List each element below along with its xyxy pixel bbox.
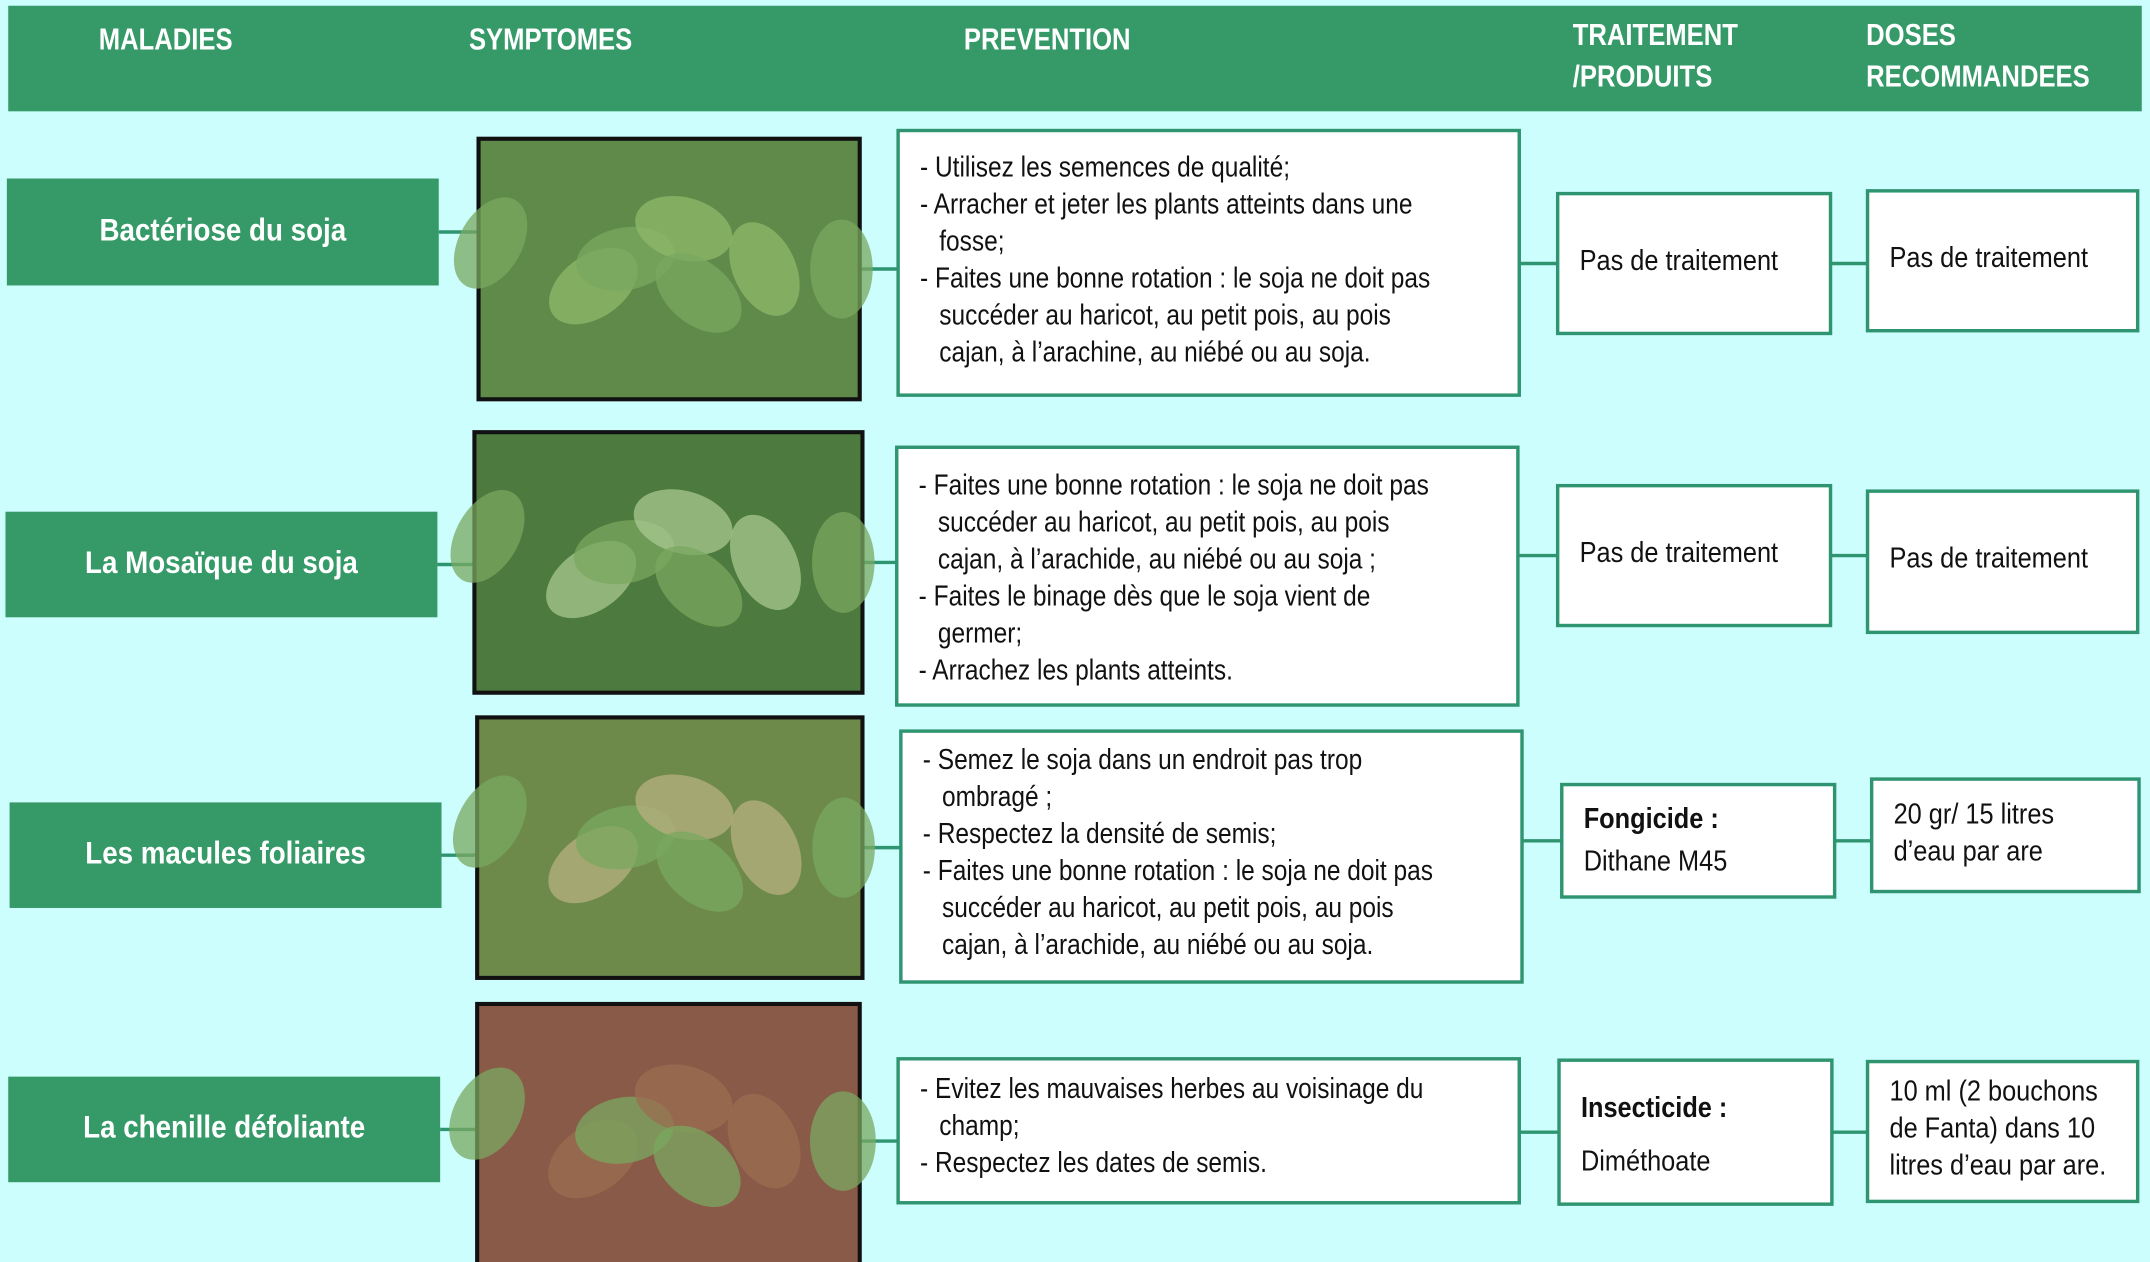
leaf [729, 514, 801, 611]
treatment-text: Insecticide : [1581, 1091, 1727, 1124]
leaf [656, 831, 744, 912]
disease-box [5, 511, 438, 618]
prevention-line: - Semez le soja dans un endroit pas trop [923, 743, 1362, 775]
disease-label: Bactériose du soja [99, 213, 346, 248]
treatment-box [1557, 1058, 1834, 1206]
leaf [634, 1064, 733, 1133]
leaf [635, 774, 734, 841]
dose-box [1869, 777, 2141, 894]
leaf [809, 1091, 876, 1191]
header-label: RECOMMANDEES [1866, 59, 2090, 92]
treatment-text: Dithane M45 [1584, 844, 1728, 877]
prevention-line: ombragé ; [942, 780, 1052, 812]
prevention-line: germer; [938, 617, 1022, 649]
leaf [453, 197, 528, 289]
disease-label: La chenille défoliante [83, 1110, 365, 1145]
leaf [812, 797, 875, 898]
prevention-line: - Faites une bonne rotation : le soja ne… [923, 854, 1433, 886]
leaf [810, 219, 873, 319]
disease-label: La Mosaïque du soja [85, 545, 358, 580]
leaf [727, 1093, 801, 1189]
dose-text: Pas de traitement [1889, 240, 2088, 273]
treatment-text: Diméthoate [1581, 1144, 1711, 1177]
header-bar [8, 5, 2142, 112]
disease-box [8, 1076, 441, 1183]
dose-text: Pas de traitement [1889, 541, 2088, 574]
prevention-line: - Faites une bonne rotation : le soja ne… [919, 469, 1429, 501]
disease-box [9, 802, 442, 908]
dose-box [1865, 1059, 2140, 1204]
dose-text: litres d’eau par are. [1889, 1148, 2106, 1181]
prevention-line: - Arracher et jeter les plants atteints … [920, 188, 1412, 220]
leaf [653, 1125, 741, 1207]
prevention-box [896, 1057, 1521, 1205]
dose-text: 10 ml (2 bouchons [1889, 1074, 2097, 1107]
prevention-line: - Faites le binage dès que le soja vient… [919, 580, 1371, 612]
header-label: MALADIES [99, 22, 233, 55]
header-label: PREVENTION [964, 22, 1131, 55]
prevention-box [896, 128, 1521, 397]
leaf [655, 253, 742, 333]
dose-box [1865, 189, 2140, 333]
leaf [812, 511, 875, 613]
prevention-box [895, 445, 1520, 707]
treatment-box [1555, 191, 1833, 336]
leaf [449, 1067, 525, 1160]
treatment-text: Pas de traitement [1580, 243, 1779, 276]
prevention-line: succéder au haricot, au petit pois, au p… [942, 891, 1394, 923]
prevention-line: succéder au haricot, au petit pois, au p… [939, 299, 1391, 331]
leaf [452, 775, 527, 868]
dose-text: de Fanta) dans 10 [1889, 1111, 2095, 1144]
prevention-line: cajan, à l’arachide, au niébé ou au soja… [942, 928, 1373, 960]
leaf [450, 489, 525, 583]
disease-box [6, 178, 439, 286]
prevention-line: cajan, à l’arachine, au niébé ou au soja… [939, 336, 1370, 368]
prevention-line: - Respectez les dates de semis. [920, 1146, 1267, 1178]
header-label: /PRODUITS [1573, 59, 1713, 92]
dose-text: d’eau par are [1894, 834, 2043, 867]
leaf [633, 489, 733, 556]
treatment-box [1555, 483, 1833, 628]
dose-box [1865, 489, 2140, 635]
dose-text: 20 gr/ 15 litres [1894, 797, 2054, 830]
leaf [730, 800, 802, 895]
prevention-line: - Evitez les mauvaises herbes au voisina… [920, 1072, 1423, 1104]
prevention-line: - Faites une bonne rotation : le soja ne… [920, 262, 1430, 294]
header-label: DOSES [1866, 18, 1956, 51]
prevention-line: cajan, à l’arachide, au niébé ou au soja… [938, 543, 1376, 575]
header-label: SYMPTOMES [469, 22, 632, 55]
treatment-text: Fongicide : [1584, 801, 1719, 834]
treatment-box [1560, 782, 1837, 899]
prevention-box [899, 729, 1524, 984]
prevention-line: fosse; [939, 225, 1004, 257]
leaf [655, 546, 743, 627]
prevention-line: - Utilisez les semences de qualité; [920, 151, 1290, 183]
prevention-line: champ; [939, 1109, 1019, 1141]
leaf [729, 222, 800, 316]
leaf [635, 195, 733, 262]
prevention-line: - Respectez la densité de semis; [923, 817, 1277, 849]
prevention-line: succéder au haricot, au petit pois, au p… [938, 506, 1390, 538]
header-label: TRAITEMENT [1573, 18, 1738, 51]
prevention-line: - Arrachez les plants atteints. [919, 654, 1233, 686]
disease-label: Les macules foliaires [85, 836, 366, 871]
treatment-text: Pas de traitement [1580, 535, 1779, 568]
